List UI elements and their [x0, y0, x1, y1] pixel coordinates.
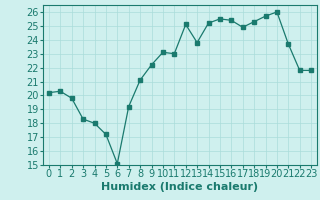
X-axis label: Humidex (Indice chaleur): Humidex (Indice chaleur): [101, 182, 259, 192]
